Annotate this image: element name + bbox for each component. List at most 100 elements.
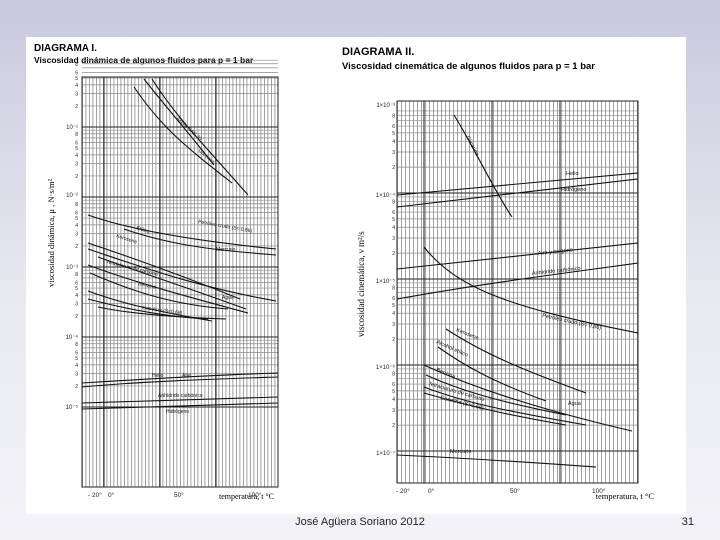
y-label-decade: 10⁻² [66,193,78,199]
curve [97,306,227,320]
y-label-decade: 1×10⁻⁶ [376,364,396,371]
diagram-2-heading: DIAGRAMA II. [342,46,414,58]
y-label-decade: 1×10⁻⁷ [376,450,395,457]
curve-label: Etílico [135,225,150,235]
y-minor-label: 6 [75,141,78,147]
y-minor-label: 4 [75,153,78,159]
curve-label: Mercurio [216,247,236,253]
y-minor-label: 3 [75,92,78,98]
y-minor-label: 2 [75,104,78,110]
diagram-2-subtitle: Viscosidad cinemática de algunos fluidos… [342,61,595,72]
y-minor-label: 6 [392,210,395,216]
y-minor-label: 4 [75,363,78,369]
curve [396,172,639,196]
diagram-1: DIAGRAMA I. Viscosidad dinámica de algun… [34,43,279,501]
diagram-1-x-axis-title: temperatura, t °C [219,492,274,501]
curve-label: Hidrógeno [561,187,586,193]
diagram-1-curves [81,78,279,410]
y-label-decade: 10⁻⁵ [66,404,79,411]
diagram-1-x-labels: - 20° 0° 50° 100° [88,491,262,499]
diagram-2-grid [396,100,639,484]
curve [423,392,567,426]
y-minor-label: 2 [75,384,78,390]
curve-label: Anhídrido carbónico [158,393,203,399]
y-minor-label: 5 [392,303,395,309]
y-minor-label: 8 [75,62,78,68]
x-label: 50° [510,487,520,495]
curve-label: Gasolina (S=0,68) [142,305,183,317]
y-minor-label: 6 [392,382,395,388]
curve [123,228,277,256]
x-label: 0° [108,491,115,499]
diagram-1-grid [81,59,279,488]
y-minor-label: 4 [392,225,395,231]
curve-label: Aire [182,373,191,379]
curve [81,376,279,388]
curve [445,328,587,394]
y-minor-label: 5 [392,131,395,137]
curve [81,372,279,384]
diagram-2-y-labels: 1×10⁻³ 1×10⁻⁴ 1×10⁻⁵ 1×10⁻⁶ 1×10⁻⁷ 86543… [376,103,396,457]
y-minor-label: 4 [75,293,78,299]
curve [87,264,249,314]
y-minor-label: 3 [392,236,395,242]
diagram-2: DIAGRAMA II. Viscosidad cinemática de al… [342,46,654,501]
x-label: 100° [248,491,262,499]
slide-number: 31 [681,516,694,528]
curve-label: Aire y oxígeno [538,247,574,257]
diagram-1-y-axis-title: viscosidad dinámica, μ , N·s/m² [46,178,56,287]
y-minor-label: 2 [392,423,395,429]
y-minor-label: 3 [392,150,395,156]
y-minor-label: 8 [75,272,78,278]
curve [396,242,639,270]
y-minor-label: 3 [75,232,78,238]
x-label: 50° [174,491,184,499]
curve [425,374,567,416]
y-minor-label: 4 [392,311,395,317]
y-minor-label: 2 [392,165,395,171]
x-label: 0° [428,487,435,495]
y-label-decade: 10⁻³ [66,265,78,271]
diagram-image: DIAGRAMA I. Viscosidad dinámica de algun… [26,37,686,514]
y-minor-label: 3 [392,322,395,328]
curve-label: Hidrógeno [166,409,189,415]
diagram-2-x-labels: - 20° 0° 50° 100° [396,487,606,495]
x-label: - 20° [88,491,102,499]
y-label-decade: 1×10⁻³ [376,103,395,109]
curve [437,346,547,402]
y-minor-label: 3 [392,408,395,414]
y-minor-label: 8 [75,132,78,138]
y-minor-label: 3 [75,302,78,308]
footer-author: José Agüera Soriano 2012 [295,516,425,528]
y-minor-label: 4 [75,223,78,229]
y-minor-label: 4 [392,397,395,403]
y-minor-label: 6 [392,124,395,130]
diagram-1-heading: DIAGRAMA I. [34,43,97,54]
curve [453,114,513,218]
curve [87,214,277,250]
curve [396,262,639,300]
curve [97,256,247,310]
curve-label: Anhídrido carbónico [532,266,581,277]
y-minor-label: 3 [75,162,78,168]
y-minor-label: 4 [392,139,395,145]
y-minor-label: 8 [75,342,78,348]
y-label-decade: 1×10⁻⁴ [376,192,396,199]
curve [81,402,279,410]
curve [423,246,639,334]
y-minor-label: 2 [75,244,78,250]
curve [423,364,633,432]
x-label: - 20° [396,487,410,495]
y-minor-label: 8 [392,285,395,291]
curve-label: Agua [222,295,234,301]
y-minor-label: 3 [75,372,78,378]
y-minor-label: 6 [75,351,78,357]
diagram-1-y-labels: 10⁻¹ 10⁻² 10⁻³ 10⁻⁴ 10⁻⁵ 865432865432865… [66,62,79,411]
diagram-2-x-axis-title: temperatura, t °C [596,491,655,501]
y-minor-label: 5 [392,389,395,395]
y-minor-label: 5 [392,217,395,223]
y-minor-label: 8 [392,113,395,119]
y-minor-label: 2 [75,314,78,320]
y-minor-label: 8 [392,199,395,205]
y-minor-label: 5 [75,356,78,362]
